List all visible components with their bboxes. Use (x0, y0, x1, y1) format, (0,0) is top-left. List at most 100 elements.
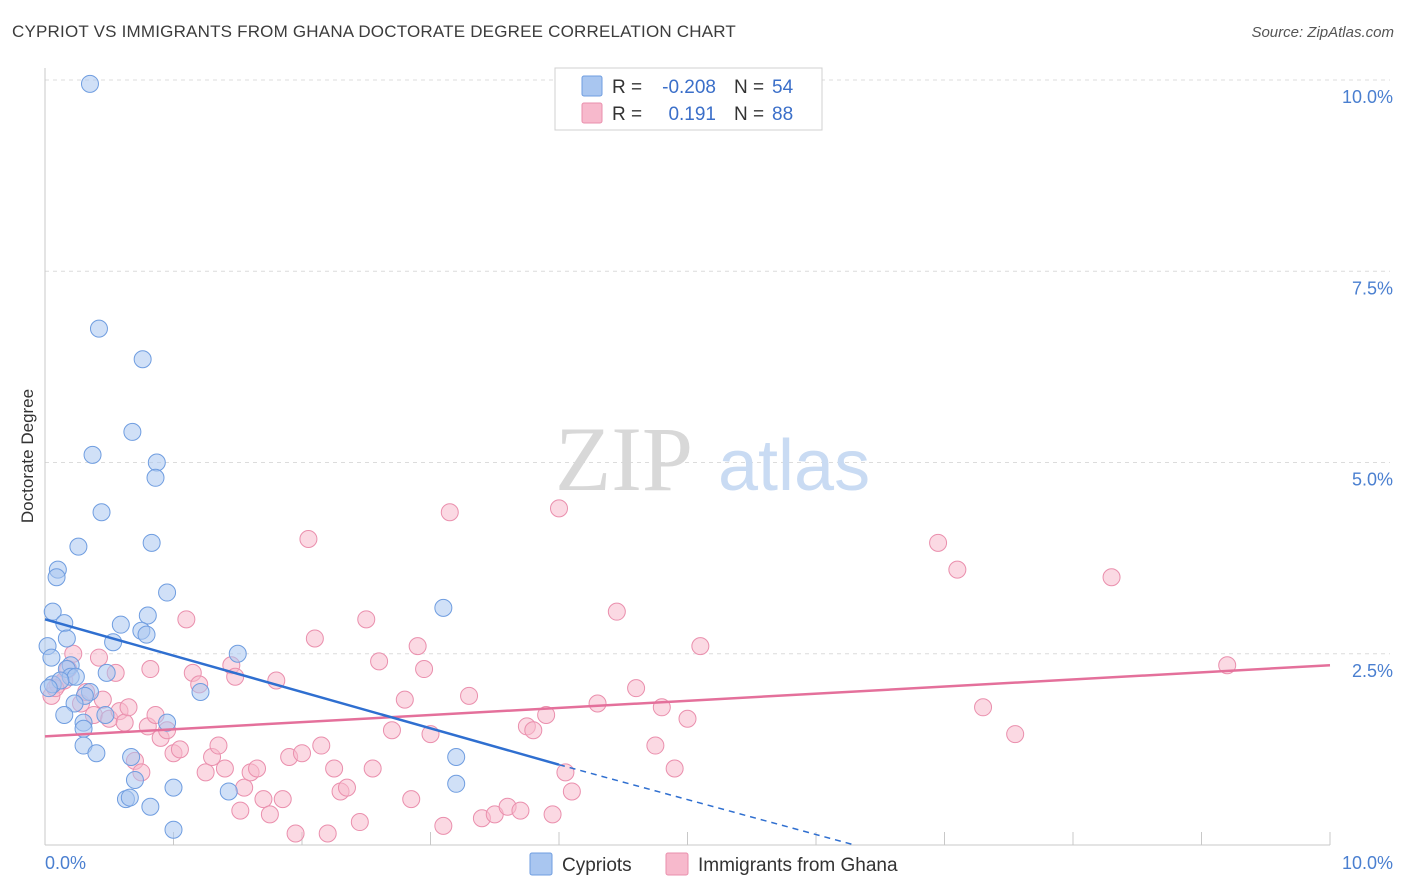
legend-r-value-1: -0.208 (662, 77, 716, 98)
ghana-point (254, 790, 273, 809)
cypriot-point (141, 797, 160, 816)
legend-r-label-1: R = (612, 77, 642, 98)
cypriot-point (447, 748, 466, 767)
x-tick-label: 10.0% (1342, 853, 1393, 873)
watermark-zip: ZIP (555, 408, 693, 510)
ghana-point (141, 660, 160, 679)
ghana-point (170, 740, 189, 759)
ghana-point (305, 629, 324, 648)
legend-r-label-2: R = (612, 104, 642, 125)
cypriot-point (146, 468, 165, 487)
ghana-point (337, 778, 356, 797)
cypriot-point (97, 663, 116, 682)
y-tick-label: 2.5% (1352, 661, 1393, 681)
y-tick-label: 7.5% (1352, 278, 1393, 298)
ghana-point (929, 533, 948, 552)
ghana-point (537, 705, 556, 724)
legend-pink-swatch (581, 102, 603, 124)
cypriot-points (38, 74, 466, 839)
series-legend-ghana-swatch (665, 852, 689, 876)
cypriot-point (111, 615, 130, 634)
cypriot-point (219, 782, 238, 801)
cypriot-point (158, 713, 177, 732)
cypriot-point (89, 319, 108, 338)
ghana-point (556, 763, 575, 782)
cypriot-point (138, 606, 157, 625)
cypriot-point (65, 694, 84, 713)
y-tick-label: 10.0% (1342, 87, 1393, 107)
ghana-point (248, 759, 267, 778)
cypriot-point (57, 629, 76, 648)
ghana-point (382, 721, 401, 740)
cypriot-point (191, 683, 210, 701)
ghana-point (562, 782, 581, 801)
x-tick-labels: 0.0% 10.0% (45, 853, 1393, 873)
ghana-point (119, 698, 138, 717)
cypriot-point (55, 705, 74, 724)
legend-blue-swatch (581, 75, 603, 97)
cypriot-point (158, 583, 177, 602)
ghana-point (325, 759, 344, 778)
ghana-trend-line (44, 663, 1331, 738)
legend-n-value-2: 88 (772, 104, 793, 125)
cypriot-point (125, 770, 144, 789)
cypriot-point (39, 679, 58, 698)
cypriot-point (120, 788, 139, 807)
ghana-point (550, 499, 568, 518)
ghana-point (215, 759, 234, 778)
ghana-point (691, 637, 710, 656)
ghana-point (588, 694, 607, 713)
ghana-point (89, 648, 108, 667)
ghana-point (395, 690, 414, 709)
trend-lines (44, 618, 1331, 846)
axes (44, 68, 1330, 846)
cypriot-point (133, 350, 152, 369)
legend-r-value-2: 0.191 (668, 104, 716, 125)
ghana-point (318, 824, 337, 843)
ghana-point (209, 736, 228, 755)
cypriot-point (147, 453, 166, 472)
ghana-point (434, 816, 453, 835)
ghana-point (312, 736, 331, 755)
ghana-point (350, 813, 369, 832)
ghana-point (408, 637, 427, 656)
ghana-point (1006, 725, 1025, 744)
cypriot-point (164, 778, 183, 797)
correlation-legend: R = -0.208 N = 54 R = 0.191 N = 88 (554, 67, 823, 131)
ghana-point (363, 759, 382, 778)
ghana-point (646, 736, 665, 755)
ghana-point (607, 602, 626, 621)
cypriot-point (123, 422, 142, 441)
y-axis-label: Doctorate Degree (18, 389, 37, 523)
cypriot-point (164, 820, 183, 839)
cypriot-trend-line (44, 618, 560, 766)
ghana-point (440, 503, 459, 522)
cypriot-point (69, 537, 88, 556)
ghana-point (273, 790, 292, 809)
watermark: ZIP atlas (555, 408, 870, 510)
ghana-point (974, 698, 993, 717)
cypriot-point (66, 667, 85, 686)
cypriot-point (228, 644, 247, 663)
cypriot-trend-extension (558, 763, 855, 846)
ghana-point (235, 778, 254, 797)
y-tick-labels: 2.5% 5.0% 7.5% 10.0% (1342, 87, 1393, 681)
cypriot-point (87, 744, 106, 763)
ghana-point (293, 744, 311, 763)
ghana-point (678, 709, 697, 728)
ghana-point (948, 560, 967, 579)
legend-n-label-1: N = (734, 77, 764, 98)
series-legend-cypriots-swatch (529, 852, 553, 876)
cypriot-point (47, 568, 66, 587)
watermark-atlas: atlas (718, 426, 870, 506)
ghana-point (511, 801, 530, 820)
ghana-point (177, 610, 196, 629)
ghana-point (415, 660, 434, 679)
series-legend-cypriots: Cypriots (562, 855, 632, 876)
cypriot-point (43, 602, 62, 621)
ghana-point (543, 805, 562, 824)
ghana-point (286, 824, 305, 843)
cypriot-point (434, 598, 453, 617)
cypriot-point (80, 74, 99, 93)
